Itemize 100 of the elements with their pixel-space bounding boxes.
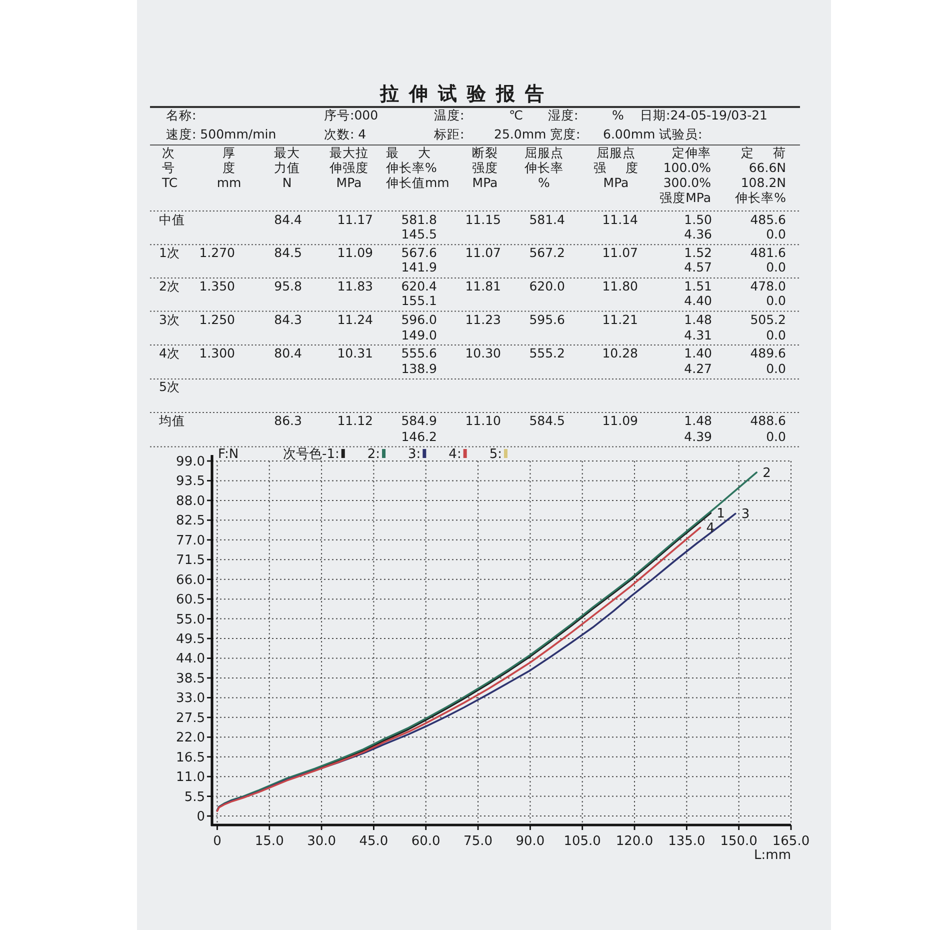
annotation: 均值 (159, 413, 185, 428)
annotation: 0.0 (766, 260, 786, 275)
annotation: 489.6 (750, 346, 786, 360)
annotation: 620.0 (529, 278, 565, 294)
annotation: 584.5 (529, 413, 565, 428)
annotation: 4.57 (684, 260, 712, 275)
annotation: 伸长率% (386, 160, 437, 175)
annotation: 1次 (159, 245, 180, 260)
annotation: 序号:000 (324, 108, 378, 122)
annotation: 4次 (159, 346, 180, 360)
annotation: 次 (162, 145, 175, 160)
xlabel: L:mm (754, 848, 791, 863)
annotation: 5次 (159, 379, 180, 394)
y-tick-label: 22.0 (176, 730, 205, 746)
annotation: 485.6 (750, 212, 786, 227)
y-tick-label: 99.0 (176, 454, 205, 470)
annotation: 1.250 (199, 312, 235, 327)
annotation: MPa (336, 175, 362, 190)
annotation: 0.0 (766, 293, 786, 308)
legend-label: 1: (326, 447, 340, 462)
x-tick-label: 30.0 (307, 834, 336, 849)
annotation: 0.0 (766, 428, 786, 444)
annotation: 1.270 (199, 245, 235, 260)
annotation: 11.14 (602, 212, 638, 227)
annotation: 标距: (434, 126, 464, 142)
annotation: 日期:24-05-19/03-21 (640, 108, 768, 122)
y-tick-label: 33.0 (176, 691, 205, 706)
annotation: 1 (716, 506, 725, 522)
annotation: 4 (706, 521, 715, 536)
legend-label: 2: (367, 447, 380, 462)
x-tick-label: 90.0 (516, 834, 545, 849)
annotation: 1.300 (199, 346, 235, 360)
y-tick-label: 16.5 (176, 750, 205, 766)
annotation: 4.31 (684, 328, 712, 342)
x-tick-label: 75.0 (464, 834, 492, 849)
annotation: 屈服点 (596, 145, 636, 160)
annotation: 596.0 (401, 312, 437, 327)
annotation: 4.36 (684, 226, 712, 242)
y-tick-label: 82.5 (176, 514, 205, 529)
annotation: 146.2 (401, 428, 437, 444)
annotation: 141.9 (401, 260, 437, 275)
annotation: 宽度: (550, 126, 580, 142)
annotation: 最大 (274, 145, 300, 160)
annotation: 定伸率 (672, 145, 711, 160)
x-tick-label: 105.0 (564, 834, 601, 849)
annotation: 25.0mm (494, 126, 546, 142)
y-tick-label: 66.0 (176, 572, 205, 588)
annotation: 湿度: (548, 108, 578, 122)
legend-label: 3: (408, 447, 421, 462)
annotation: 10.31 (337, 346, 373, 360)
y-tick-label: 44.0 (176, 652, 205, 667)
annotation: 1.50 (684, 212, 712, 227)
legend-label: 4: (448, 447, 462, 462)
annotation: N (282, 175, 292, 190)
x-tick-label: 135.0 (668, 834, 706, 849)
annotation: 中值 (159, 212, 185, 227)
x-tick-label: 165.0 (772, 834, 810, 849)
annotation: ℃ (509, 108, 524, 122)
annotation: 次数: 4 (324, 126, 366, 142)
annotation: 4.27 (684, 361, 712, 376)
y-tick-label: 93.5 (176, 474, 205, 490)
annotation: 584.9 (401, 413, 437, 428)
annotation: 86.3 (274, 413, 302, 428)
annotation: 595.6 (529, 312, 565, 327)
annotation: 11.15 (465, 212, 501, 227)
annotation: 3 (741, 507, 750, 522)
annotation: 伸强度 (330, 160, 368, 175)
y-tick-label: 49.5 (176, 632, 205, 648)
annotation: 10.28 (602, 346, 638, 360)
y-tick-label: 0 (196, 810, 205, 825)
annotation: 厚 (222, 145, 236, 160)
annotation: 11.81 (465, 278, 501, 294)
annotation: 84.3 (274, 312, 302, 327)
annotation: 1.40 (684, 346, 712, 360)
annotation: 6.00mm (603, 126, 656, 142)
y-tick-label: 11.0 (176, 770, 205, 786)
annotation: 11.09 (602, 413, 638, 428)
annotation: 伸长率 (524, 160, 564, 175)
annotation: 11.09 (337, 245, 373, 260)
annotation: 300.0% (663, 175, 711, 190)
annotation: 555.2 (529, 346, 565, 360)
annotation: 10.30 (465, 346, 501, 360)
annotation: 505.2 (750, 312, 786, 327)
annotation: 伸长率% (735, 190, 786, 205)
annotation: 定 荷 (741, 145, 786, 160)
annotation: % (612, 108, 624, 122)
annotation: 100.0% (663, 160, 711, 175)
annotation: 11.24 (337, 312, 373, 327)
annotation: 11.21 (602, 312, 638, 327)
annotation: 488.6 (750, 413, 786, 428)
annotation: 66.6N (748, 160, 786, 175)
annotation: 108.2N (740, 175, 786, 190)
annotation: 强 度 (594, 160, 638, 175)
annotation: 11.23 (465, 312, 501, 327)
annotation: 伸长值mm (386, 175, 450, 190)
annotation: 567.6 (401, 245, 437, 260)
annotation: 1.350 (199, 278, 235, 294)
annotation: 度 (222, 160, 236, 175)
x-tick-label: 150.0 (720, 834, 758, 849)
annotation: 138.9 (401, 361, 437, 376)
